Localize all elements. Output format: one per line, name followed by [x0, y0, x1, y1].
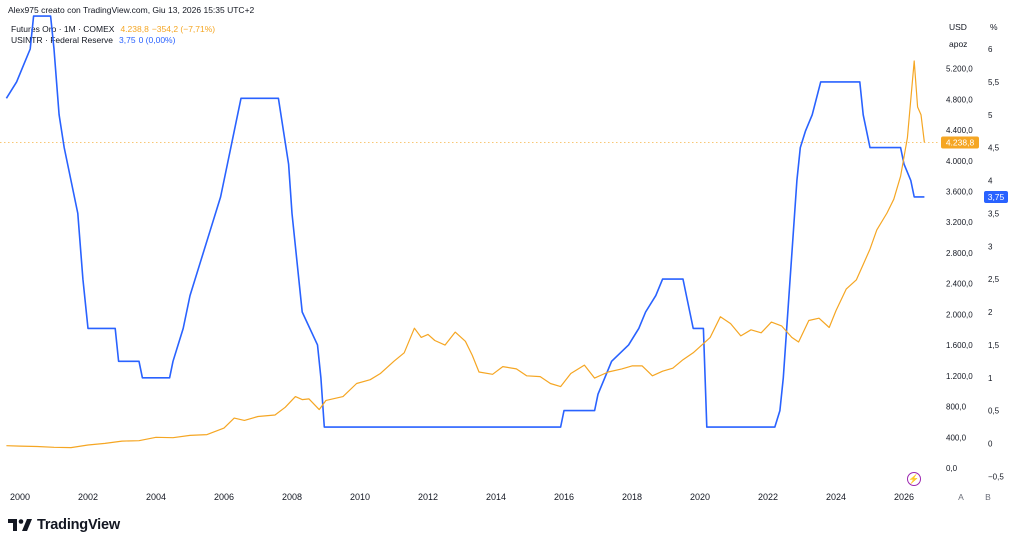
pct-tick-label: 0,5	[988, 407, 1000, 416]
legend-rate-change: 0 (0,00%)	[138, 35, 176, 45]
usd-sub-label: apoz	[949, 39, 967, 49]
gold-price-badge-bg	[941, 136, 979, 149]
usd-tick-label: 2.000,0	[946, 310, 973, 319]
legend-gold-price: 4.238,8	[120, 24, 149, 34]
usd-tick-label: 800,0	[946, 403, 967, 412]
scale-a-button[interactable]: A	[958, 492, 964, 502]
x-tick-label: 2024	[826, 492, 846, 502]
gold-price-badge: 4.238,8	[946, 137, 975, 147]
usd-tick-label: 0,0	[946, 464, 958, 473]
x-tick-label: 2004	[146, 492, 166, 502]
x-tick-label: 2026	[894, 492, 914, 502]
x-tick-label: 2006	[214, 492, 234, 502]
rate-price-badge: 3,75	[988, 192, 1005, 202]
chart-header: Alex975 creato con TradingView.com, Giu …	[8, 5, 255, 15]
x-tick-label: 2014	[486, 492, 506, 502]
usd-tick-label: 2.400,0	[946, 280, 973, 289]
usd-tick-label: 1.200,0	[946, 372, 973, 381]
pct-tick-label: 2,5	[988, 275, 1000, 284]
x-tick-label: 2012	[418, 492, 438, 502]
x-tick-label: 2016	[554, 492, 574, 502]
usd-tick-label: 4.000,0	[946, 157, 973, 166]
pct-tick-label: 5	[988, 111, 993, 120]
x-tick-label: 2008	[282, 492, 302, 502]
x-tick-label: 2018	[622, 492, 642, 502]
pct-tick-label: 4	[988, 177, 993, 186]
legend-rate-name: USINTR · Federal Reserve	[11, 35, 114, 45]
x-tick-label: 2002	[78, 492, 98, 502]
pct-axis: % 6 5,5 5 4,5 4 3,5 3 2,5 2 1,5 1 0,5 0 −0,5	[988, 22, 1004, 481]
price-badges: 4.238,8 3,75	[941, 136, 1008, 203]
usd-tick-label: 3.200,0	[946, 218, 973, 227]
x-tick-label: 2010	[350, 492, 370, 502]
pct-tick-label: 3,5	[988, 209, 1000, 218]
logo-text: TradingView	[37, 517, 120, 533]
usd-axis: USD apoz 5.200,0 4.800,0 4.400,0 4.000,0 3.6…	[946, 22, 973, 473]
pct-tick-label: 3	[988, 242, 993, 251]
x-tick-label: 2022	[758, 492, 778, 502]
x-axis: 2000 2002 2004 2006 2008 2010 2012 2014 2016 2018…	[10, 492, 914, 502]
x-tick-label: 2020	[690, 492, 710, 502]
legend-gold-change: −354,2 (−7,71%)	[151, 24, 216, 34]
usd-tick-label: 3.600,0	[946, 188, 973, 197]
usd-tick-label: 4.800,0	[946, 95, 973, 104]
usd-tick-label: 1.600,0	[946, 341, 973, 350]
tradingview-logo-icon	[8, 519, 32, 531]
usd-tick-label: 2.800,0	[946, 249, 973, 258]
usd-tick-label: 400,0	[946, 433, 967, 442]
plot-area[interactable]	[0, 15, 940, 449]
pct-unit-label: %	[990, 22, 998, 32]
gold-series-line[interactable]	[6, 60, 925, 449]
usd-tick-label: 5.200,0	[946, 65, 973, 74]
usd-tick-label: 4.400,0	[946, 126, 973, 135]
legend-gold[interactable]: Futures Oro · 1M · COMEX 4.238,8 −354,2 (−…	[11, 24, 215, 34]
legend-gold-name: Futures Oro · 1M · COMEX	[11, 24, 115, 34]
pct-tick-label: 1,5	[988, 341, 1000, 350]
pct-tick-label: 0	[988, 440, 993, 449]
pct-tick-label: 1	[988, 374, 993, 383]
pct-tick-label: 5,5	[988, 78, 1000, 87]
rate-badge-group: 3,75	[984, 190, 1008, 203]
x-tick-label: 2000	[10, 492, 30, 502]
pct-tick-label: 2	[988, 308, 993, 317]
fed-rate-series-line[interactable]	[5, 15, 925, 428]
pct-tick-label: −0,5	[988, 472, 1004, 481]
lightning-icon[interactable]: ⚡	[907, 472, 921, 486]
usd-unit-label: USD	[949, 22, 967, 32]
pct-tick-label: 6	[988, 45, 993, 54]
scale-b-button[interactable]: B	[985, 492, 991, 502]
legend-rate[interactable]: USINTR · Federal Reserve 3,75 0 (0,00%)	[11, 35, 175, 45]
rate-price-badge-bg	[984, 190, 1008, 203]
legend-rate-price: 3,75	[119, 35, 136, 45]
pct-tick-label: 4,5	[988, 144, 1000, 153]
tradingview-logo[interactable]: TradingView	[8, 517, 120, 533]
